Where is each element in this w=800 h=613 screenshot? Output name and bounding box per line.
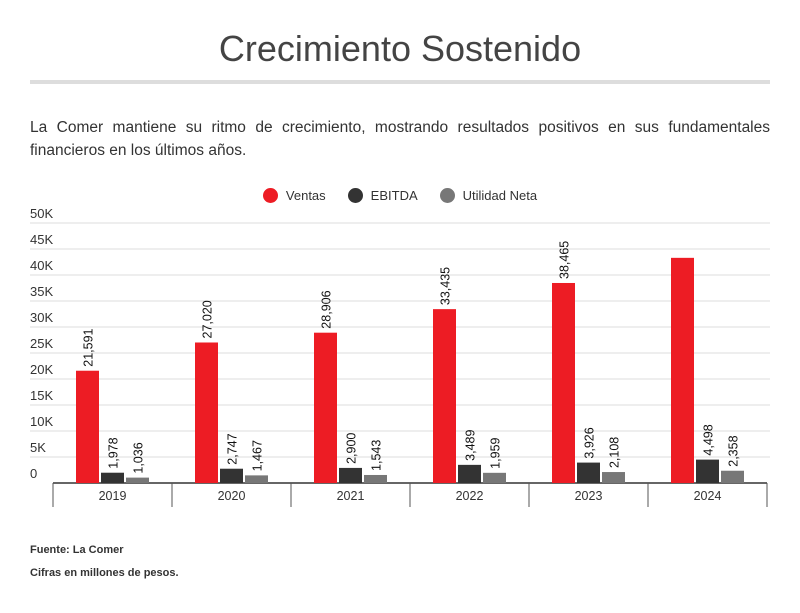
legend-swatch [262, 188, 278, 203]
x-tick-label: 2019 [99, 489, 127, 503]
bar-utilidad-neta[interactable] [602, 472, 625, 483]
y-tick-label: 5K [30, 440, 46, 455]
y-tick-label: 20K [30, 362, 53, 377]
bar-ebitda[interactable] [458, 464, 481, 483]
legend-item-ventas[interactable]: Ventas [262, 188, 326, 203]
data-label: 28,906 [320, 290, 334, 328]
bar-ventas[interactable] [552, 282, 575, 483]
y-tick-label: 15K [30, 388, 53, 403]
y-tick-label: 45K [30, 232, 53, 247]
y-tick-label: 25K [30, 336, 53, 351]
y-tick-label: 10K [30, 414, 53, 429]
data-label: 27,020 [201, 300, 215, 338]
y-tick-label: 0 [30, 466, 37, 481]
subtitle: La Comer mantiene su ritmo de crecimient… [30, 119, 770, 159]
x-tick-label: 2022 [456, 489, 484, 503]
bar-ebitda[interactable] [696, 459, 719, 483]
data-label: 4,498 [702, 424, 716, 455]
data-label: 21,591 [82, 328, 96, 366]
bar-ventas[interactable] [76, 370, 99, 483]
bar-ventas[interactable] [671, 257, 694, 483]
legend-item-utilidad-neta[interactable]: Utilidad Neta [439, 188, 538, 203]
bar-utilidad-neta[interactable] [126, 477, 149, 483]
y-tick-label: 35K [30, 284, 53, 299]
bar-ebitda[interactable] [101, 472, 124, 483]
data-label: 1,467 [251, 440, 265, 471]
bar-ventas[interactable] [314, 332, 337, 483]
data-label: 2,900 [345, 433, 359, 464]
data-label: 2,747 [226, 433, 240, 464]
x-tick-label: 2023 [575, 489, 603, 503]
data-label: 2,358 [727, 435, 741, 466]
legend-swatch [439, 188, 455, 203]
data-label: 2,108 [608, 437, 622, 468]
legend: Ventas EBITDA Utilidad Neta [0, 188, 800, 203]
bar-ebitda[interactable] [577, 462, 600, 483]
legend-label: EBITDA [370, 188, 418, 203]
legend-label: Utilidad Neta [462, 188, 538, 203]
y-tick-label: 30K [30, 310, 53, 325]
title-divider [30, 80, 770, 84]
legend-label: Ventas [285, 188, 326, 203]
data-label: 3,489 [464, 430, 478, 461]
page-title: Crecimiento Sostenido [218, 28, 582, 69]
x-tick-label: 2020 [218, 489, 246, 503]
bar-utilidad-neta[interactable] [364, 474, 387, 483]
data-label: 1,543 [370, 440, 384, 471]
bar-ebitda[interactable] [339, 467, 362, 483]
units-note: Cifras en millones de pesos. [30, 567, 179, 579]
legend-swatch [347, 188, 363, 203]
data-label: 1,959 [489, 437, 503, 468]
bar-ventas[interactable] [433, 309, 456, 483]
source-note: Fuente: La Comer [30, 544, 124, 556]
legend-item-ebitda[interactable]: EBITDA [347, 188, 418, 203]
bar-utilidad-neta[interactable] [483, 472, 506, 483]
y-tick-label: 50K [30, 206, 53, 221]
bar-ventas[interactable] [195, 342, 218, 483]
y-tick-label: 40K [30, 258, 53, 273]
x-tick-label: 2024 [694, 489, 722, 503]
data-label: 1,036 [132, 442, 146, 473]
bar-utilidad-neta[interactable] [721, 470, 744, 483]
bar-utilidad-neta[interactable] [245, 475, 268, 483]
x-tick-label: 2021 [337, 489, 365, 503]
data-label: 3,926 [583, 427, 597, 458]
data-label: 38,465 [558, 241, 572, 279]
data-label: 33,435 [439, 267, 453, 305]
bar-ebitda[interactable] [220, 468, 243, 483]
data-label: 1,978 [107, 437, 121, 468]
